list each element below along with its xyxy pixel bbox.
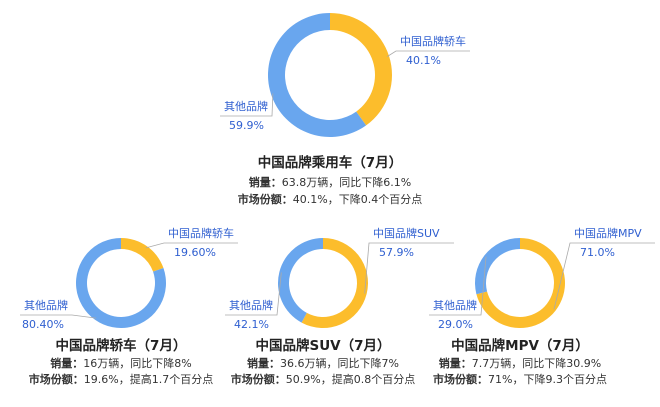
donut-segment [330, 13, 392, 126]
legend-label: 中国品牌MPV [574, 226, 642, 240]
stat-line: 市场份额：71%，下降9.3个百分点 [433, 372, 607, 386]
donut-segment [267, 13, 367, 137]
value-label: 42.1% [234, 318, 269, 331]
stat-text: 16万辆，同比下降8% [83, 356, 191, 370]
value-label: 80.40% [22, 318, 64, 331]
stat-text: 36.6万辆，同比下降7% [280, 356, 399, 370]
stat-label: 销量： [50, 356, 83, 370]
stat-text: 7.7万辆，同比下降30.9% [472, 356, 601, 370]
value-label: 57.9% [379, 246, 414, 259]
value-label: 59.9% [229, 119, 264, 132]
chart-title: 中国品牌轿车（7月） [56, 337, 187, 354]
leader-line [220, 93, 274, 117]
value-label: 29.0% [438, 318, 473, 331]
stat-label: 市场份额： [231, 372, 286, 386]
stat-text: 63.8万辆，同比下降6.1% [282, 175, 411, 189]
stat-label: 销量： [439, 356, 472, 370]
legend-label: 其他品牌 [224, 99, 268, 113]
stat-text: 19.6%，提高1.7个百分点 [84, 372, 213, 386]
donut-segment [301, 238, 368, 328]
leader-line [145, 242, 238, 249]
stat-label: 市场份额： [29, 372, 84, 386]
legend-label: 其他品牌 [24, 298, 68, 312]
stat-text: 50.9%，提高0.8个百分点 [286, 372, 415, 386]
stat-label: 销量： [249, 175, 282, 189]
stat-line: 销量：7.7万辆，同比下降30.9% [439, 356, 601, 370]
leader-line [429, 256, 487, 316]
stat-line: 市场份额：19.6%，提高1.7个百分点 [29, 372, 213, 386]
stat-line: 市场份额：50.9%，提高0.8个百分点 [231, 372, 415, 386]
value-label: 19.60% [174, 246, 216, 259]
leader-line [386, 50, 470, 57]
donut-segment [277, 238, 323, 323]
legend-label: 其他品牌 [433, 298, 477, 312]
chart-title: 中国品牌MPV（7月） [451, 337, 589, 354]
donut-segment [121, 238, 164, 272]
value-label: 40.1% [406, 54, 441, 67]
legend-label: 其他品牌 [229, 298, 273, 312]
chart-title: 中国品牌SUV（7月） [255, 337, 390, 354]
legend-label: 中国品牌SUV [373, 226, 440, 240]
leader-line [364, 242, 454, 294]
stat-line: 销量：36.6万辆，同比下降7% [247, 356, 399, 370]
leader-line [553, 242, 655, 310]
stat-line: 销量：16万辆，同比下降8% [50, 356, 191, 370]
stat-line: 市场份额：40.1%，下降0.4个百分点 [238, 192, 422, 206]
legend-label: 中国品牌轿车 [400, 34, 466, 48]
stat-line: 销量：63.8万辆，同比下降6.1% [249, 175, 411, 189]
donut-segment [474, 238, 520, 295]
leader-line [225, 272, 282, 316]
leader-line [20, 314, 97, 319]
stat-label: 市场份额： [433, 372, 488, 386]
stat-label: 销量： [247, 356, 280, 370]
stat-label: 市场份额： [238, 192, 293, 206]
stat-text: 71%，下降9.3个百分点 [488, 372, 607, 386]
value-label: 71.0% [580, 246, 615, 259]
legend-label: 中国品牌轿车 [168, 226, 234, 240]
chart-title: 中国品牌乘用车（7月） [258, 154, 402, 171]
stat-text: 40.1%，下降0.4个百分点 [293, 192, 422, 206]
